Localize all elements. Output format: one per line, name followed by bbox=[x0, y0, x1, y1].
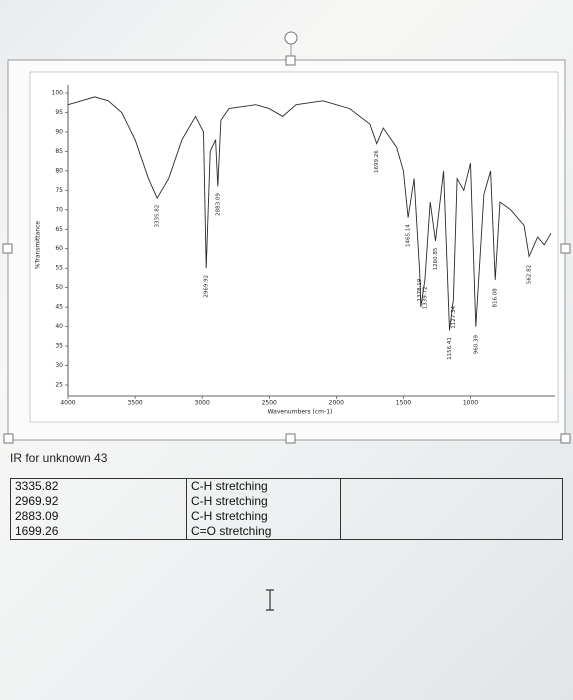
cell-text: 3335.82 bbox=[15, 479, 59, 493]
x-tick-label: 3000 bbox=[195, 400, 210, 407]
peak-label: 816.08 bbox=[493, 288, 499, 308]
peak-label: 1260.85 bbox=[433, 247, 439, 270]
table: 3335.82 2969.92 2883.09 1699.26 C-H stretch… bbox=[10, 478, 563, 540]
resize-handle[interactable] bbox=[560, 433, 571, 444]
figure: Wavenumbers (cm-1) %Transmittance 100 95 9… bbox=[2, 31, 571, 444]
table-cell: C-H stretching C-H stretching C-H stretchi… bbox=[186, 478, 341, 540]
y-tick-label: 50 bbox=[55, 284, 63, 291]
x-tick-label: 2500 bbox=[262, 400, 277, 407]
table-cell: 3335.82 2969.92 2883.09 1699.26 bbox=[10, 478, 187, 540]
peak-label: 960.39 bbox=[473, 334, 479, 354]
peak-label: 2883.09 bbox=[215, 193, 221, 216]
y-tick-label: 95 bbox=[55, 109, 63, 116]
y-tick-label: 40 bbox=[55, 323, 63, 330]
x-tick-label: 2000 bbox=[329, 400, 344, 407]
resize-handle[interactable] bbox=[285, 55, 296, 66]
peak-label: 1699.26 bbox=[374, 150, 380, 173]
y-tick-label: 80 bbox=[55, 167, 63, 174]
x-tick-label: 3500 bbox=[127, 400, 142, 407]
peak-label: 1127.34 bbox=[451, 305, 457, 328]
y-tick-label: 75 bbox=[55, 187, 63, 194]
table-cell bbox=[340, 478, 563, 540]
cell-text: 2969.92 bbox=[15, 494, 59, 508]
resize-handle[interactable] bbox=[3, 433, 14, 444]
x-axis-label: Wavenumbers (cm-1) bbox=[268, 409, 333, 416]
x-tick-label: 1000 bbox=[463, 400, 478, 407]
y-tick-label: 60 bbox=[55, 245, 63, 252]
cell-text: C=O stretching bbox=[191, 524, 272, 538]
peak-label: 1156.41 bbox=[447, 337, 453, 360]
peak-label: 1378.19 bbox=[417, 278, 423, 301]
y-tick-label: 65 bbox=[55, 226, 63, 233]
y-tick-label: 35 bbox=[55, 343, 63, 350]
cell-text: C-H stretching bbox=[191, 509, 268, 523]
resize-handle[interactable] bbox=[285, 433, 296, 444]
x-tick-label: 4000 bbox=[60, 400, 75, 407]
caption: IR for unknown 43 bbox=[10, 451, 108, 465]
y-tick-label: 45 bbox=[55, 304, 63, 311]
peak-label: 1465.14 bbox=[406, 224, 412, 247]
x-tick-label: 1500 bbox=[396, 400, 411, 407]
table-row: 3335.82 2969.92 2883.09 1699.26 C-H stretch… bbox=[10, 478, 563, 540]
y-tick-label: 55 bbox=[55, 265, 63, 272]
y-axis-label: %Transmittance bbox=[35, 221, 42, 270]
cell-text: 2883.09 bbox=[15, 509, 59, 523]
y-tick-label: 90 bbox=[55, 128, 63, 135]
y-tick-label: 100 bbox=[52, 90, 64, 97]
rotate-handle[interactable] bbox=[284, 31, 298, 45]
peak-label: 562.82 bbox=[527, 265, 533, 284]
cell-text: C-H stretching bbox=[191, 479, 268, 493]
cell-text: 1699.26 bbox=[15, 524, 59, 538]
cell-text: C-H stretching bbox=[191, 494, 268, 508]
chart-box bbox=[29, 71, 559, 423]
y-tick-label: 85 bbox=[55, 148, 63, 155]
peak-label: 3335.82 bbox=[155, 205, 161, 228]
text-cursor bbox=[266, 589, 274, 611]
y-tick-label: 25 bbox=[55, 382, 63, 389]
y-tick-label: 70 bbox=[55, 206, 63, 213]
y-tick-label: 30 bbox=[55, 362, 63, 369]
peak-label: 2969.92 bbox=[204, 275, 210, 298]
spectrum-line bbox=[67, 96, 552, 331]
resize-handle[interactable] bbox=[2, 243, 13, 254]
resize-handle[interactable] bbox=[560, 243, 571, 254]
peak-label: 1339.72 bbox=[422, 287, 428, 310]
